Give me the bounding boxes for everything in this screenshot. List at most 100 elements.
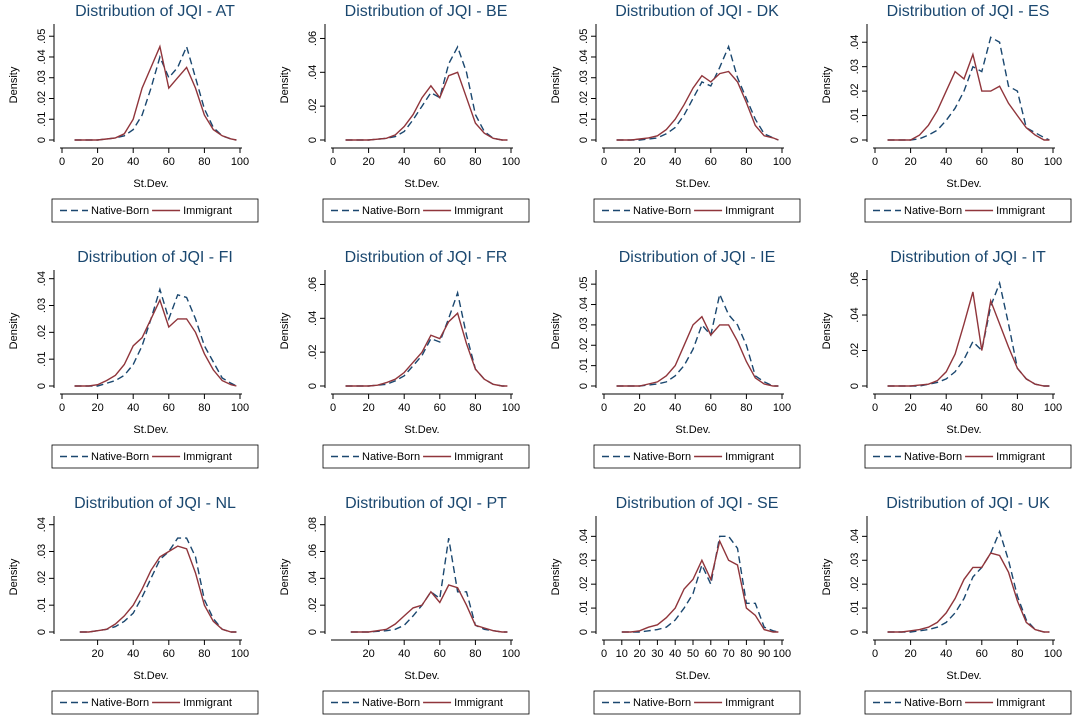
x-tick-label: 50 bbox=[687, 648, 699, 660]
x-tick-label: 80 bbox=[198, 402, 210, 414]
x-tick-label: 80 bbox=[1011, 648, 1023, 660]
y-tick-label: .02 bbox=[849, 83, 861, 98]
density-line bbox=[345, 290, 508, 387]
density-line bbox=[350, 584, 508, 633]
x-tick-label: 20 bbox=[362, 648, 374, 660]
x-tick-label: 100 bbox=[231, 156, 249, 168]
density-line bbox=[887, 529, 1050, 633]
x-tick-label: 60 bbox=[434, 648, 446, 660]
legend-label: Immigrant bbox=[725, 205, 774, 217]
density-line bbox=[621, 535, 779, 633]
x-tick-label: 60 bbox=[976, 648, 988, 660]
x-tick-label: 100 bbox=[773, 156, 791, 168]
legend-label: Native-Born bbox=[362, 205, 420, 217]
x-tick-label: 60 bbox=[976, 156, 988, 168]
y-tick-label: .04 bbox=[578, 297, 590, 312]
panel-title: Distribution of JQI - UK bbox=[886, 495, 1050, 512]
panel-title: Distribution of JQI - AT bbox=[75, 3, 235, 20]
x-tick-label: 80 bbox=[740, 402, 752, 414]
panel: Distribution of JQI - PT 0 .02 .04 .06 .08 20 4… bbox=[279, 495, 530, 715]
y-tick-label: .01 bbox=[36, 352, 48, 367]
panel: Distribution of JQI - IT 0 .02 .04 .06 0 20 40 6… bbox=[821, 249, 1072, 469]
x-tick-label: 20 bbox=[904, 402, 916, 414]
x-tick-label: 40 bbox=[127, 648, 139, 660]
y-tick-label: .03 bbox=[36, 544, 48, 559]
x-axis-label: St.Dev. bbox=[946, 424, 981, 436]
x-axis-label: St.Dev. bbox=[404, 178, 439, 190]
y-tick-label: .04 bbox=[36, 49, 48, 64]
density-line bbox=[616, 315, 779, 387]
legend-label: Native-Born bbox=[91, 451, 149, 463]
legend-label: Immigrant bbox=[996, 697, 1045, 709]
y-tick-label: .04 bbox=[307, 571, 319, 586]
x-tick-label: 40 bbox=[940, 648, 952, 660]
y-tick-label: .06 bbox=[307, 544, 319, 559]
legend-label: Immigrant bbox=[996, 451, 1045, 463]
x-tick-label: 80 bbox=[198, 648, 210, 660]
panel: Distribution of JQI - DK 0 .01 .02 .03 .04 .05… bbox=[550, 3, 801, 223]
density-line bbox=[345, 71, 508, 141]
density-line bbox=[887, 552, 1050, 633]
y-tick-label: .03 bbox=[849, 59, 861, 74]
x-tick-label: 20 bbox=[91, 402, 103, 414]
y-tick-label: .03 bbox=[849, 553, 861, 568]
x-tick-label: 40 bbox=[398, 648, 410, 660]
y-tick-label: 0 bbox=[307, 137, 319, 143]
x-tick-label: 40 bbox=[669, 156, 681, 168]
y-axis-label: Density bbox=[279, 66, 291, 103]
x-tick-label: 80 bbox=[1011, 402, 1023, 414]
y-tick-label: .01 bbox=[36, 112, 48, 127]
panel: Distribution of JQI - FI 0 .01 .02 .03 .04 0 20… bbox=[8, 249, 259, 469]
y-tick-label: .01 bbox=[578, 358, 590, 373]
x-tick-label: 100 bbox=[231, 402, 249, 414]
panel: Distribution of JQI - UK 0 .01 .02 .03 .04 0 20… bbox=[821, 495, 1072, 715]
density-line bbox=[350, 537, 508, 633]
y-tick-label: .02 bbox=[578, 91, 590, 106]
x-tick-label: 0 bbox=[872, 156, 878, 168]
x-tick-label: 20 bbox=[633, 402, 645, 414]
panel: Distribution of JQI - ES 0 .01 .02 .03 .04 0 20… bbox=[821, 3, 1072, 223]
x-tick-label: 20 bbox=[91, 648, 103, 660]
y-tick-label: 0 bbox=[307, 629, 319, 635]
panel: Distribution of JQI - AT 0 .01 .02 .03 .04 .05… bbox=[8, 3, 259, 223]
panel-title: Distribution of JQI - IE bbox=[619, 249, 776, 266]
panel: Distribution of JQI - SE 0 .01 .02 .03 .04 0 10… bbox=[550, 495, 801, 715]
y-tick-label: .01 bbox=[36, 598, 48, 613]
y-tick-label: .01 bbox=[849, 108, 861, 123]
y-tick-label: .02 bbox=[849, 577, 861, 592]
y-axis-label: Density bbox=[8, 558, 20, 595]
x-tick-label: 40 bbox=[940, 402, 952, 414]
density-line bbox=[616, 44, 779, 141]
y-tick-label: .04 bbox=[36, 517, 48, 532]
x-axis-label: St.Dev. bbox=[404, 424, 439, 436]
x-tick-label: 40 bbox=[127, 156, 139, 168]
density-line bbox=[74, 44, 237, 141]
x-tick-label: 60 bbox=[434, 156, 446, 168]
density-line bbox=[74, 44, 237, 141]
y-axis-label: Density bbox=[279, 558, 291, 595]
x-axis-label: St.Dev. bbox=[675, 670, 710, 682]
legend-label: Native-Born bbox=[633, 451, 691, 463]
y-tick-label: .04 bbox=[307, 65, 319, 80]
y-tick-label: .02 bbox=[36, 325, 48, 340]
legend-label: Immigrant bbox=[454, 205, 503, 217]
y-tick-label: 0 bbox=[849, 629, 861, 635]
y-tick-label: .04 bbox=[578, 529, 590, 544]
y-tick-label: .03 bbox=[36, 298, 48, 313]
panel-title: Distribution of JQI - FI bbox=[77, 249, 233, 266]
x-tick-label: 60 bbox=[705, 402, 717, 414]
panel: Distribution of JQI - BE 0 .02 .04 .06 0 20 40 6… bbox=[279, 3, 530, 223]
panel: Distribution of JQI - IE 0 .01 .02 .03 .04 .05… bbox=[550, 249, 801, 469]
x-tick-label: 90 bbox=[758, 648, 770, 660]
y-tick-label: 0 bbox=[36, 629, 48, 635]
x-tick-label: 20 bbox=[633, 648, 645, 660]
legend-label: Immigrant bbox=[183, 451, 232, 463]
legend-label: Immigrant bbox=[725, 451, 774, 463]
y-tick-label: .03 bbox=[578, 553, 590, 568]
y-tick-label: .06 bbox=[849, 272, 861, 287]
x-tick-label: 0 bbox=[330, 402, 336, 414]
y-axis-label: Density bbox=[550, 558, 562, 595]
density-line bbox=[79, 545, 237, 633]
legend-label: Native-Born bbox=[904, 697, 962, 709]
